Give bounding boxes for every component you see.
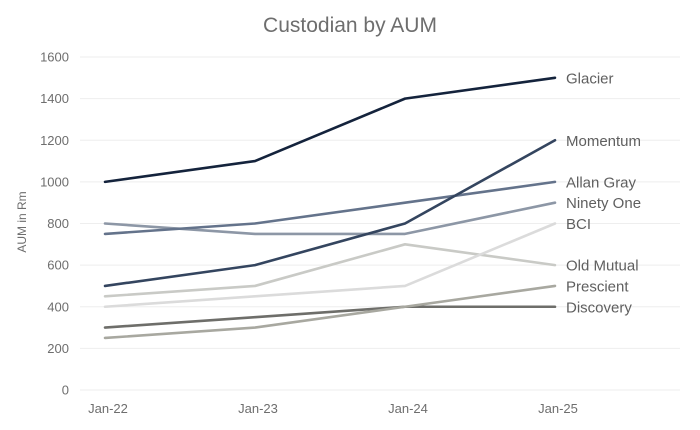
y-tick-label: 400 xyxy=(47,299,69,314)
x-tick-label: Jan-25 xyxy=(538,401,578,416)
x-tick-label: Jan-23 xyxy=(238,401,278,416)
y-tick-label: 1400 xyxy=(40,91,69,106)
y-tick-label: 800 xyxy=(47,216,69,231)
y-tick-label: 600 xyxy=(47,258,69,273)
series-label: Ninety One xyxy=(566,195,641,212)
series-labels: Glacier Momentum Allan Gray Ninety One BCI Ol… xyxy=(566,70,641,316)
series-line-glacier xyxy=(103,76,557,184)
y-tick-label: 1000 xyxy=(40,174,69,189)
series-lines xyxy=(103,76,557,340)
y-tick-label: 1600 xyxy=(40,50,69,65)
series-label: Discovery xyxy=(566,299,632,316)
series-label: Momentum xyxy=(566,133,641,150)
y-tick-label: 200 xyxy=(47,341,69,356)
x-axis-ticks: Jan-22 Jan-23 Jan-24 Jan-25 xyxy=(88,401,578,416)
series-line-bci xyxy=(103,222,557,309)
chart-title: Custodian by AUM xyxy=(263,14,437,37)
series-line-momentum xyxy=(103,138,557,288)
y-axis-title: AUM in Rm xyxy=(15,191,29,252)
series-label: Glacier xyxy=(566,70,614,87)
y-tick-label: 1200 xyxy=(40,133,69,148)
x-tick-label: Jan-24 xyxy=(388,401,428,416)
y-tick-label: 0 xyxy=(62,383,69,398)
series-line-discovery xyxy=(103,305,557,329)
series-line-prescient xyxy=(103,284,557,340)
series-line-allan-gray xyxy=(103,180,557,236)
series-label: BCI xyxy=(566,216,591,233)
x-tick-label: Jan-22 xyxy=(88,401,128,416)
series-label: Prescient xyxy=(566,278,629,295)
series-label: Old Mutual xyxy=(566,258,639,275)
gridlines xyxy=(80,56,680,391)
series-label: Allan Gray xyxy=(566,174,637,191)
y-axis-ticks: 0 200 400 600 800 1000 1200 1400 1600 xyxy=(40,50,69,398)
